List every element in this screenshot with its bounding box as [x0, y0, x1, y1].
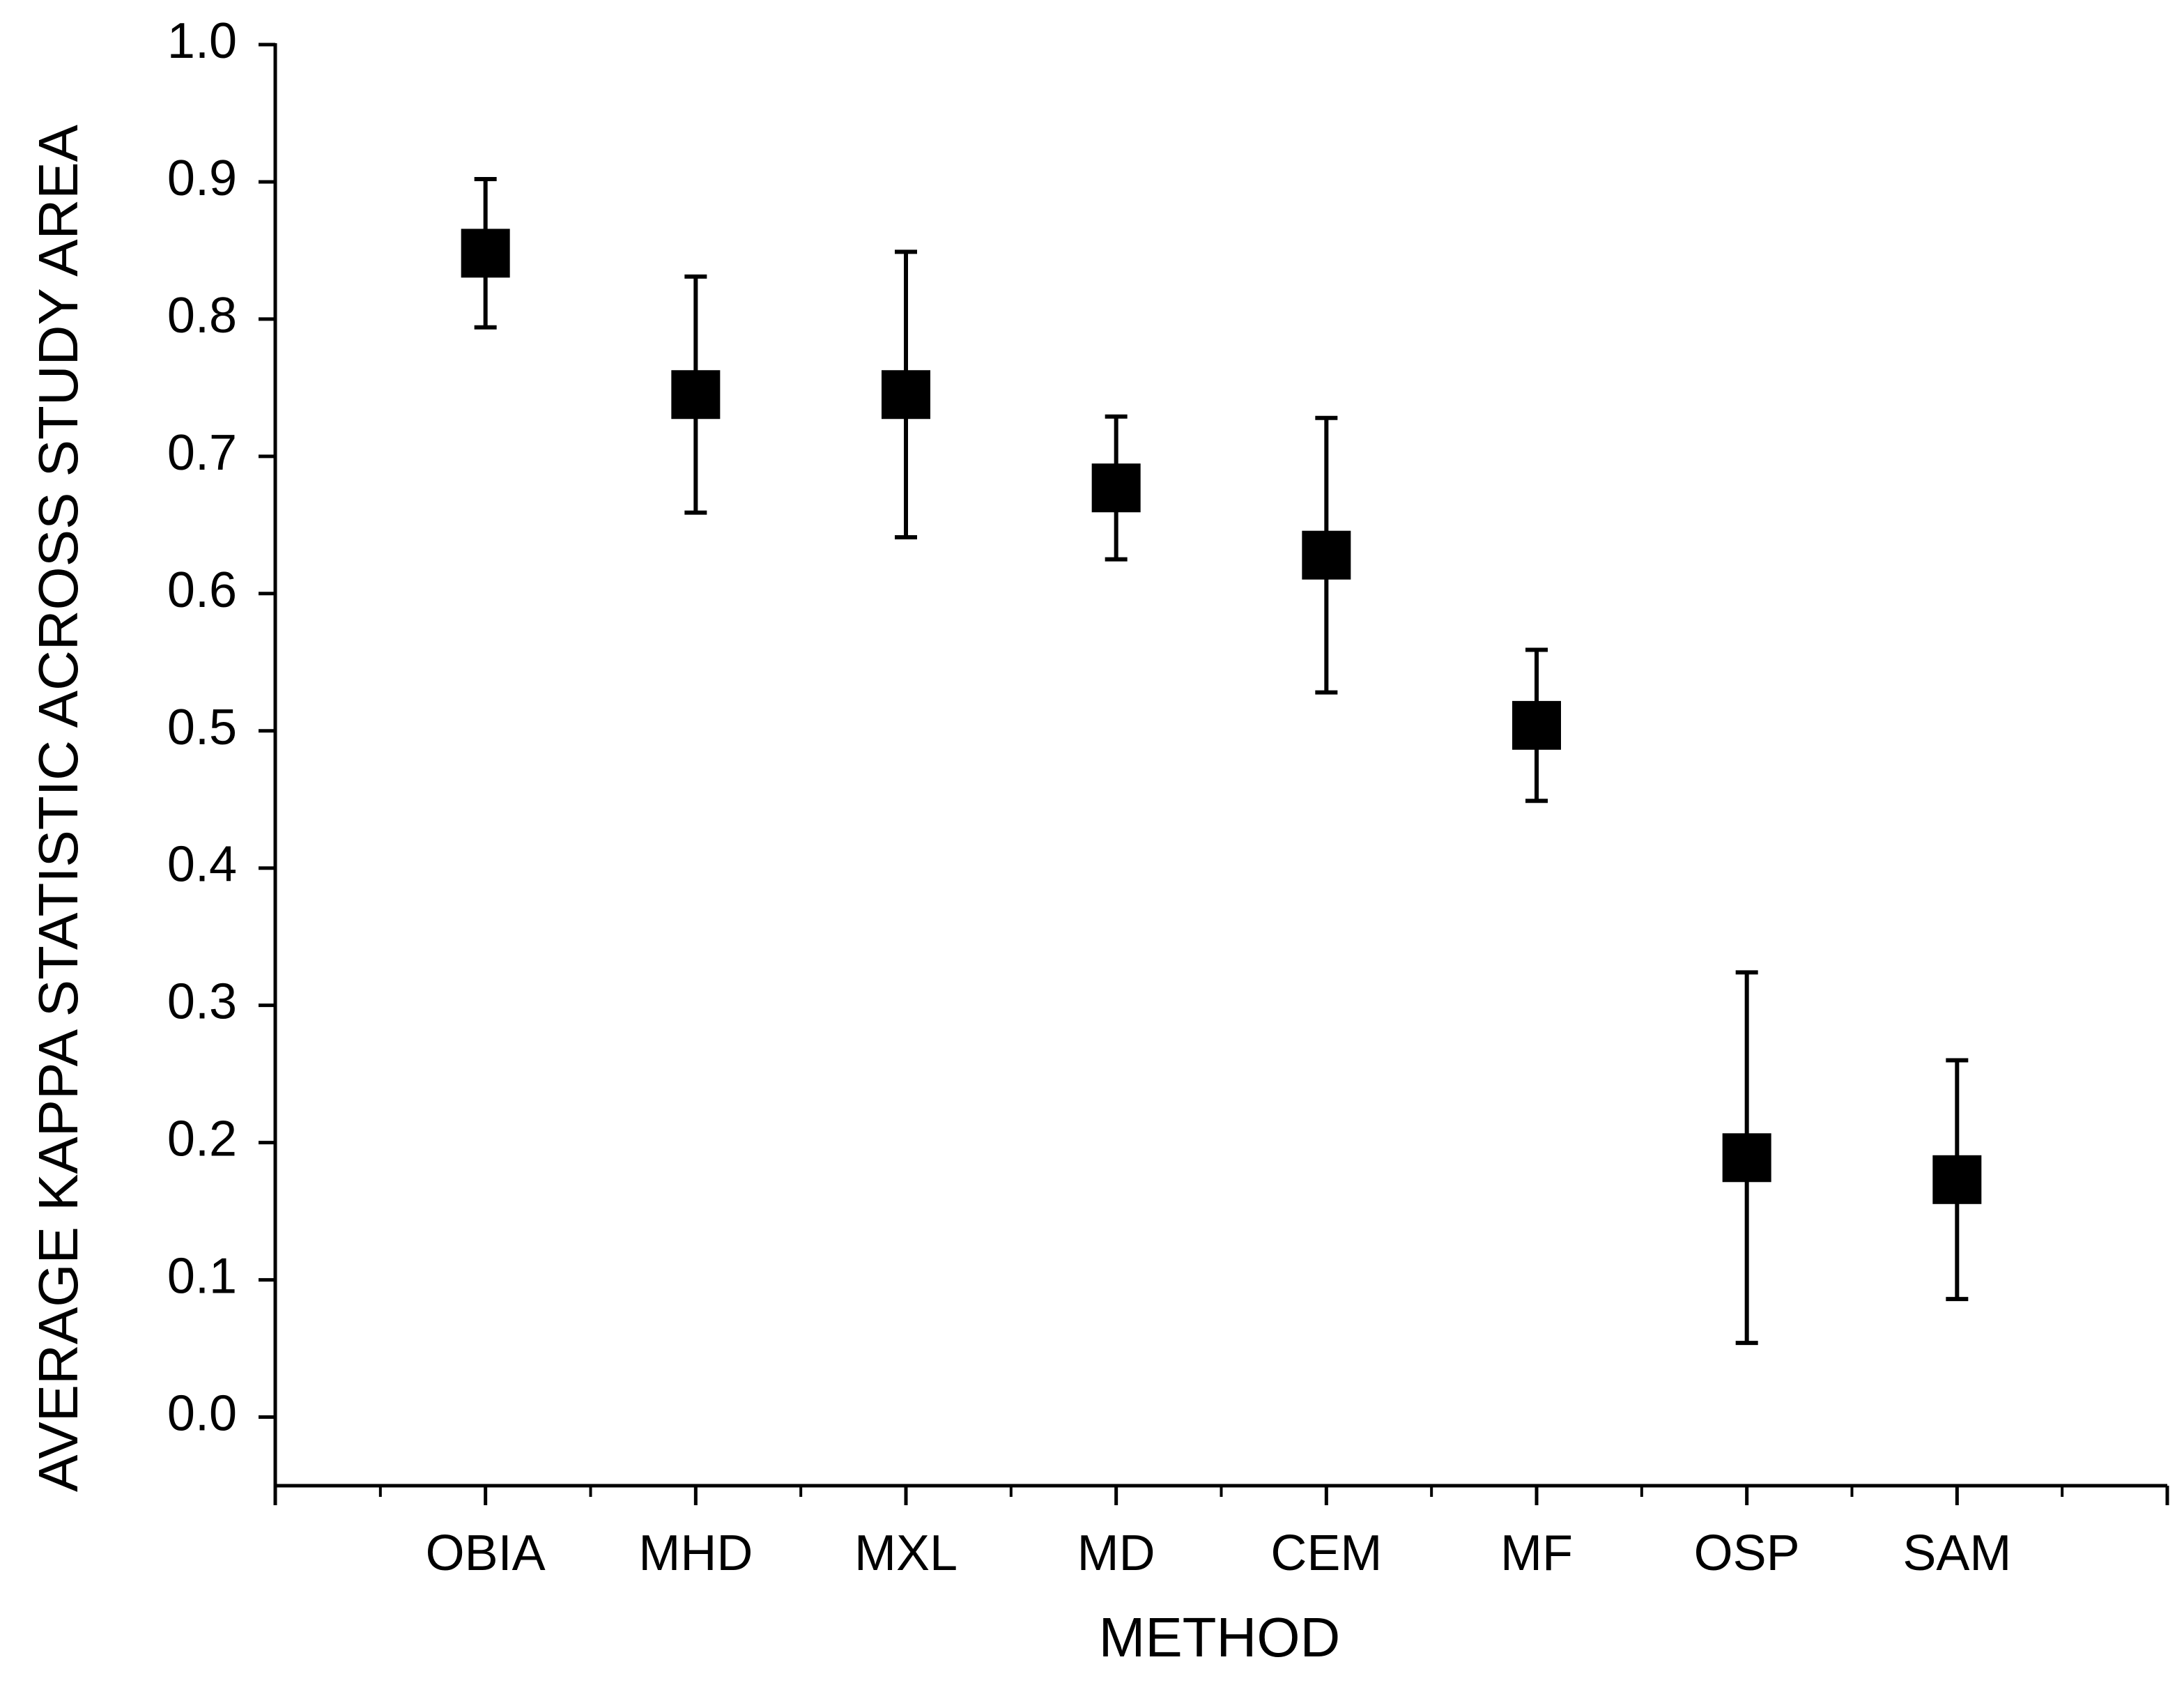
marker [1302, 530, 1351, 580]
marker [1091, 463, 1141, 513]
x-tick-label: MF [1500, 1525, 1573, 1581]
y-tick-label: 1.0 [167, 13, 237, 69]
x-tick-label: OBIA [426, 1525, 546, 1581]
y-tick-label: 0.6 [167, 562, 237, 618]
y-tick-label: 0.1 [167, 1249, 237, 1305]
x-tick-label: SAM [1902, 1525, 2011, 1581]
y-tick-label: 0.9 [167, 151, 237, 206]
x-axis-title: METHOD [1099, 1606, 1341, 1668]
marker [882, 370, 930, 420]
marker [461, 229, 510, 278]
marker [671, 370, 721, 420]
y-tick-label: 0.3 [167, 974, 237, 1030]
x-tick-label: MHD [638, 1525, 753, 1581]
y-tick-label: 0.5 [167, 700, 237, 755]
marker [1512, 700, 1561, 750]
y-tick-label: 0.4 [167, 837, 237, 893]
x-tick-label: CEM [1270, 1525, 1382, 1581]
y-tick-label: 0.8 [167, 288, 237, 344]
marker [1932, 1155, 1982, 1204]
marker [1722, 1133, 1771, 1183]
x-tick-label: OSP [1694, 1525, 1800, 1581]
x-tick-label: MD [1077, 1525, 1155, 1581]
y-tick-label: 0.7 [167, 425, 237, 481]
y-axis-title: AVERAGE KAPPA STATISTIC ACROSS STUDY ARE… [27, 124, 89, 1492]
y-tick-label: 0.0 [167, 1386, 237, 1442]
y-tick-label: 0.2 [167, 1111, 237, 1167]
x-tick-label: MXL [854, 1525, 958, 1581]
